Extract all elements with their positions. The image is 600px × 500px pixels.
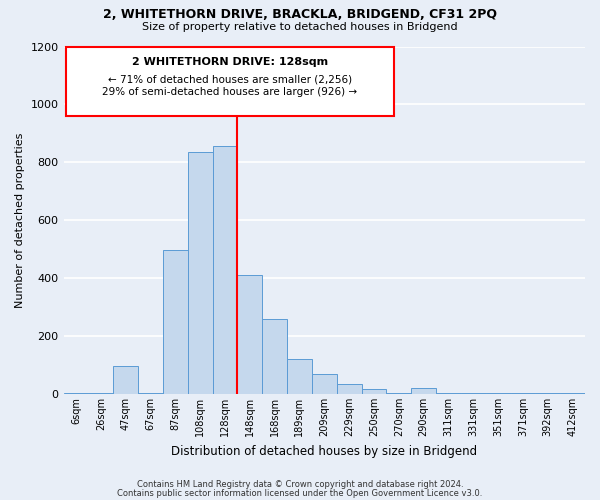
Bar	[287, 360, 312, 394]
Bar	[362, 389, 386, 394]
Text: ← 71% of detached houses are smaller (2,256): ← 71% of detached houses are smaller (2,…	[108, 74, 352, 84]
Bar	[436, 392, 461, 394]
Bar	[212, 146, 238, 394]
Bar	[535, 392, 560, 394]
Bar	[262, 320, 287, 394]
X-axis label: Distribution of detached houses by size in Bridgend: Distribution of detached houses by size …	[171, 444, 478, 458]
Text: Size of property relative to detached houses in Bridgend: Size of property relative to detached ho…	[142, 22, 458, 32]
Bar	[238, 276, 262, 394]
Bar	[163, 250, 188, 394]
Text: Contains public sector information licensed under the Open Government Licence v3: Contains public sector information licen…	[118, 488, 482, 498]
FancyBboxPatch shape	[66, 46, 394, 116]
Bar	[337, 384, 362, 394]
Text: Contains HM Land Registry data © Crown copyright and database right 2024.: Contains HM Land Registry data © Crown c…	[137, 480, 463, 489]
Text: 2, WHITETHORN DRIVE, BRACKLA, BRIDGEND, CF31 2PQ: 2, WHITETHORN DRIVE, BRACKLA, BRIDGEND, …	[103, 8, 497, 20]
Bar	[485, 392, 511, 394]
Bar	[113, 366, 138, 394]
Y-axis label: Number of detached properties: Number of detached properties	[15, 132, 25, 308]
Bar	[188, 152, 212, 394]
Bar	[312, 374, 337, 394]
Text: 29% of semi-detached houses are larger (926) →: 29% of semi-detached houses are larger (…	[103, 87, 358, 97]
Bar	[411, 388, 436, 394]
Text: 2 WHITETHORN DRIVE: 128sqm: 2 WHITETHORN DRIVE: 128sqm	[132, 56, 328, 66]
